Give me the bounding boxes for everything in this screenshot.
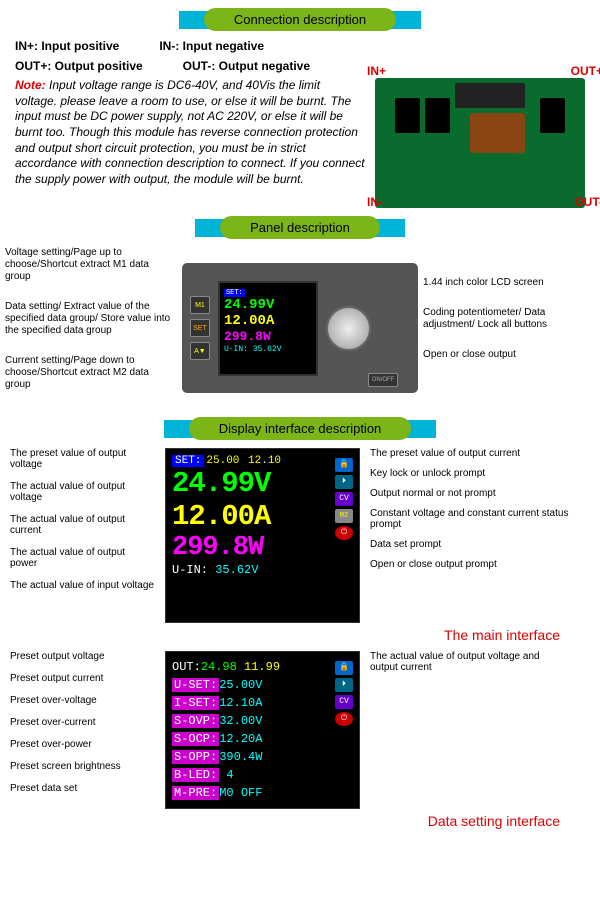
label-actual-a: The actual value of output current [10,514,155,536]
panel-label-onoff: Open or close output [423,349,595,361]
lock-icon: 🔒 [335,458,353,472]
panel-header: Panel description [0,216,600,239]
power-icon: ⏻ [335,712,353,726]
data-setting-section: Preset output voltage Preset output curr… [0,651,600,809]
label-preset-ocp: Preset over-current [10,717,155,728]
in-neg-label: IN-: Input negative [159,39,264,53]
out-neg-label: OUT-: Output negative [183,59,310,73]
panel-label-lcd: 1.44 inch color LCD screen [423,277,595,289]
connection-note: Note: Input voltage range is DC6-40V, an… [15,78,365,187]
label-preset-ov: Preset output voltage [10,651,155,662]
panel-label-data: Data setting/ Extract value of the speci… [5,301,177,337]
panel-label-knob: Coding potentiometer/ Data adjustment/ L… [423,307,595,331]
data-lcd: OUT:24.98 11.99 🔒 ⏵ CV ⏻ U-SET:25.00V I-… [165,651,360,809]
label-preset-a: The preset value of output current [370,448,570,459]
label-lock: Key lock or unlock prompt [370,468,570,479]
panel-device: M1 SET A▼ SET: 24.99V 12.00A 299.8W U-IN… [182,263,418,393]
label-preset-bri: Preset screen brightness [10,761,155,772]
coding-knob[interactable] [326,306,371,351]
display-header: Display interface description [0,417,600,440]
in-pos-label: IN+: Input positive [15,39,119,53]
label-preset-opp: Preset over-power [10,739,155,750]
power-icon: ⏻ [335,526,353,540]
lock-icon: 🔒 [335,661,353,675]
label-actual-out: The actual value of output voltage and o… [370,651,570,673]
out-pos-label: OUT+: Output positive [15,59,143,73]
main-interface-title: The main interface [0,627,600,643]
label-preset-ds: Preset data set [10,783,155,794]
label-actual-uin: The actual value of input voltage [10,580,155,591]
lcd-screen: SET: 24.99V 12.00A 299.8W U-IN: 35.62V [218,281,318,376]
panel-label-voltage: Voltage setting/Page up to choose/Shortc… [5,247,177,283]
pcb-diagram: IN+ IN- OUT+ OUT- [375,78,585,208]
m2-button[interactable]: A▼ [190,342,210,360]
connection-title: Connection description [204,8,396,31]
data-setting-title: Data setting interface [0,813,600,829]
main-lcd: SET:25.00 12.10 🔒 ⏵ CV M2 ⏻ 24.99V 12.00… [165,448,360,623]
status-icon: ⏵ [335,678,353,692]
label-cvcc: Constant voltage and constant current st… [370,508,570,530]
onoff-button[interactable]: ON/OFF [368,373,398,387]
label-preset-v: The preset value of output voltage [10,448,155,470]
panel-label-current: Current setting/Page down to choose/Shor… [5,355,177,391]
connection-section: IN+: Input positive IN-: Input negative … [0,39,600,208]
label-actual-w: The actual value of output power [10,547,155,569]
label-actual-v: The actual value of output voltage [10,481,155,503]
label-openclose: Open or close output prompt [370,559,570,570]
connection-header: Connection description [0,8,600,31]
cv-icon: CV [335,695,353,709]
label-preset-ovp: Preset over-voltage [10,695,155,706]
set-button[interactable]: SET [190,319,210,337]
display-title: Display interface description [189,417,412,440]
m1-button[interactable]: M1 [190,296,210,314]
label-normal: Output normal or not prompt [370,488,570,499]
main-interface-section: The preset value of output voltage The a… [0,448,600,623]
status-icon: ⏵ [335,475,353,489]
label-preset-oc: Preset output current [10,673,155,684]
cv-icon: CV [335,492,353,506]
panel-section: Voltage setting/Page up to choose/Shortc… [0,247,600,409]
label-dataset: Data set prompt [370,539,570,550]
panel-title: Panel description [220,216,380,239]
m2-icon: M2 [335,509,353,523]
